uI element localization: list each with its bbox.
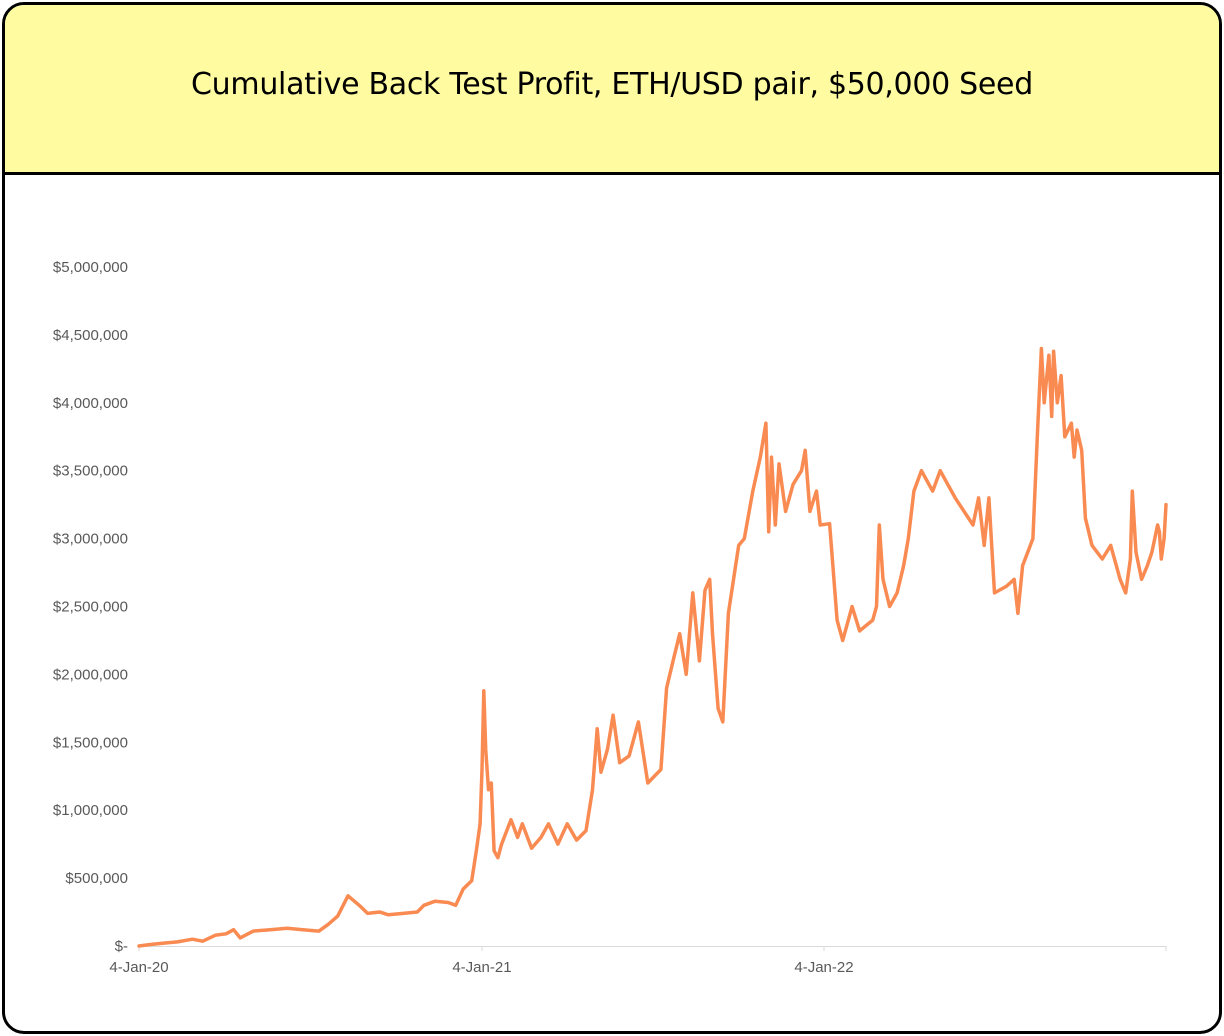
series-line bbox=[137, 346, 1168, 948]
y-tick-label: $1,000,000 bbox=[53, 802, 128, 819]
y-tick-label: $2,500,000 bbox=[53, 599, 128, 616]
plot-area bbox=[137, 346, 1168, 948]
y-tick-label: $4,500,000 bbox=[53, 327, 128, 344]
y-tick-label: $- bbox=[115, 938, 128, 955]
y-tick-label: $4,000,000 bbox=[53, 395, 128, 412]
y-tick-label: $1,500,000 bbox=[53, 734, 128, 751]
y-tick-label: $2,000,000 bbox=[53, 666, 128, 683]
y-tick-label: $5,000,000 bbox=[53, 259, 128, 276]
x-tick-label: 4-Jan-22 bbox=[794, 959, 853, 976]
x-axis: 4-Jan-20 4-Jan-21 4-Jan-22 bbox=[109, 946, 1167, 976]
x-tick-label: 4-Jan-20 bbox=[109, 959, 168, 976]
y-tick-label: $3,500,000 bbox=[53, 463, 128, 480]
title-banner: Cumulative Back Test Profit, ETH/USD pai… bbox=[5, 5, 1219, 175]
y-tick-label: $500,000 bbox=[65, 870, 128, 887]
y-tick-label: $3,000,000 bbox=[53, 531, 128, 548]
chart-title: Cumulative Back Test Profit, ETH/USD pai… bbox=[191, 67, 1033, 102]
x-tick-label: 4-Jan-21 bbox=[452, 959, 511, 976]
y-axis: $- $500,000 $1,000,000 $1,500,000 $2,000,000… bbox=[53, 259, 128, 955]
